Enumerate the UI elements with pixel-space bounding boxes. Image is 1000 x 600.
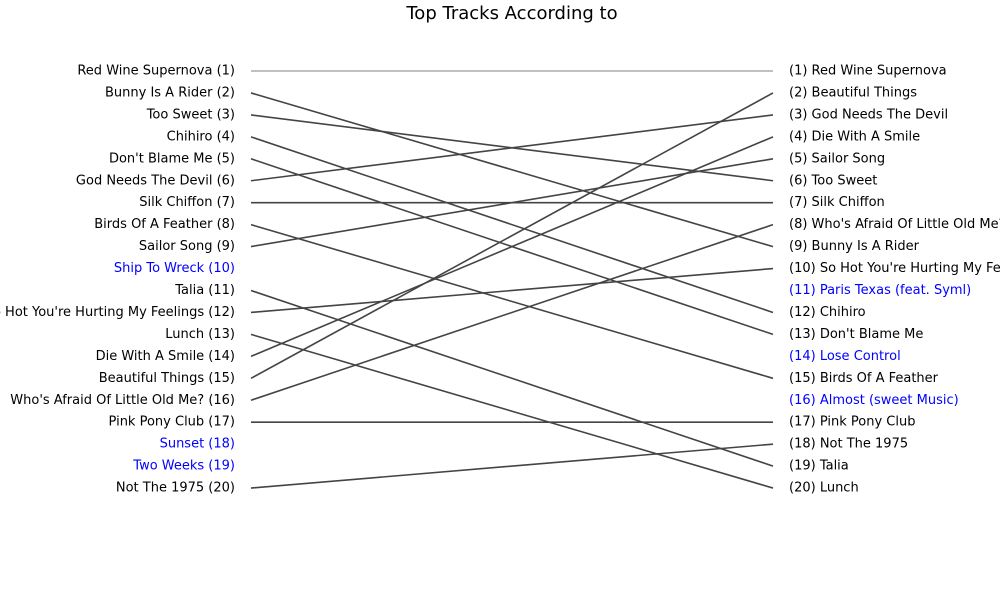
left-label: Silk Chiffon (7) [139, 195, 235, 210]
right-label: (1) Red Wine Supernova [789, 64, 947, 79]
left-label: Talia (11) [174, 283, 235, 298]
left-label: Pink Pony Club (17) [109, 415, 235, 430]
chart-title: Top Tracks According to [405, 3, 617, 24]
right-label: (13) Don't Blame Me [789, 327, 923, 342]
left-label: Die With A Smile (14) [96, 349, 235, 364]
link-line [250, 136, 774, 358]
link-line [250, 443, 774, 489]
left-label: Bunny Is A Rider (2) [105, 85, 235, 100]
right-label: (20) Lunch [789, 481, 859, 496]
link-line [250, 136, 774, 314]
link-line [250, 92, 774, 248]
left-label: Beautiful Things (15) [99, 371, 235, 386]
right-label: (3) God Needs The Devil [789, 107, 948, 122]
right-label: (15) Birds Of A Feather [789, 371, 939, 386]
left-label: Two Weeks (19) [132, 459, 235, 474]
right-label: (14) Lose Control [789, 349, 901, 364]
link-line [250, 333, 774, 489]
right-label: (7) Silk Chiffon [789, 195, 885, 210]
right-label: (2) Beautiful Things [789, 85, 917, 100]
link-line [250, 92, 774, 380]
right-label: (11) Paris Texas (feat. Syml) [789, 283, 971, 298]
link-line [250, 223, 774, 402]
right-label: (12) Chihiro [789, 305, 866, 320]
right-label: (10) So Hot You're Hurting My Feelings [789, 261, 1000, 276]
right-label: (8) Who's Afraid Of Little Old Me? [789, 217, 1000, 232]
right-label: (18) Not The 1975 [789, 437, 908, 452]
right-label: (19) Talia [789, 459, 849, 474]
right-label: (9) Bunny Is A Rider [789, 239, 920, 254]
right-label: (16) Almost (sweet Music) [789, 393, 959, 408]
left-label: So Hot You're Hurting My Feelings (12) [0, 305, 235, 320]
left-label: Too Sweet (3) [146, 107, 235, 122]
left-label: Lunch (13) [165, 327, 235, 342]
link-line [250, 223, 774, 380]
right-label: (17) Pink Pony Club [789, 415, 915, 430]
link-line [250, 267, 774, 314]
left-label: Chihiro (4) [167, 129, 235, 144]
right-label: (5) Sailor Song [789, 151, 885, 166]
left-label: Don't Blame Me (5) [109, 151, 235, 166]
left-label: Birds Of A Feather (8) [94, 217, 235, 232]
link-line [250, 114, 774, 182]
left-label: Who's Afraid Of Little Old Me? (16) [10, 393, 235, 408]
left-label: Ship To Wreck (10) [114, 261, 235, 276]
link-line [250, 289, 774, 467]
left-label: Sunset (18) [160, 437, 235, 452]
left-label: Red Wine Supernova (1) [77, 64, 235, 79]
left-label: Not The 1975 (20) [116, 481, 235, 496]
left-label: Sailor Song (9) [139, 239, 235, 254]
right-label: (4) Die With A Smile [789, 129, 920, 144]
right-label: (6) Too Sweet [789, 173, 877, 188]
left-label: God Needs The Devil (6) [76, 173, 235, 188]
